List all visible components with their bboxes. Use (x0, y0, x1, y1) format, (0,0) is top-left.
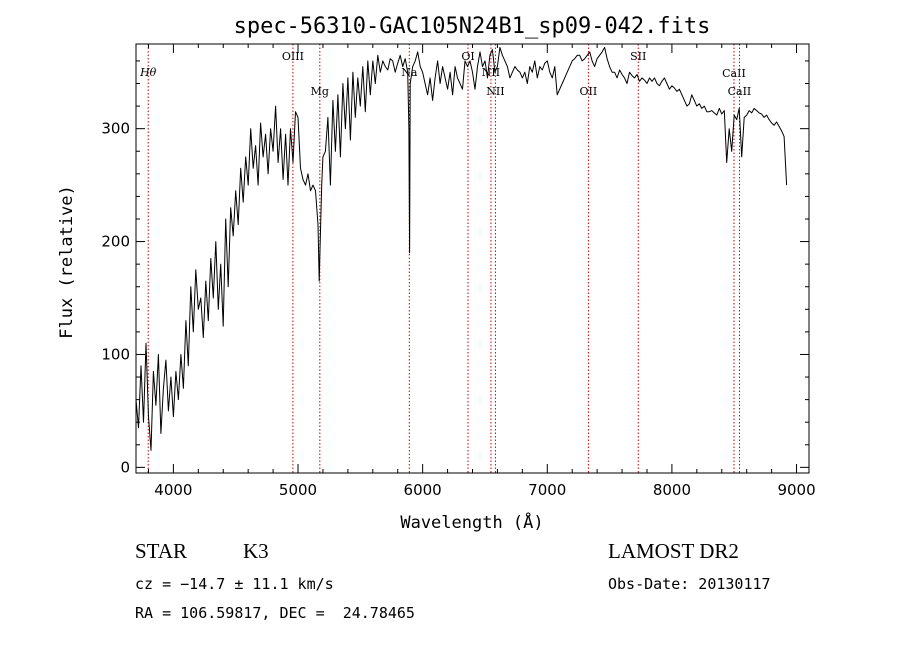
spectral-line-label: NII (486, 85, 504, 98)
y-tick-label: 200 (101, 233, 130, 251)
spectral-line-label: Mg (311, 85, 329, 98)
x-tick-label: 4000 (154, 481, 192, 499)
x-tick-label: 7000 (528, 481, 566, 499)
spectral-line-label: OIII (282, 50, 304, 63)
spectrum-series (135, 46, 788, 451)
object-class: STAR (135, 539, 187, 563)
x-tick-label: 9000 (777, 481, 815, 499)
observation-date: Obs-Date: 20130117 (608, 575, 771, 593)
x-tick-label: 8000 (653, 481, 691, 499)
spectrum-line (135, 46, 788, 451)
spectral-line-label: CaII (722, 67, 746, 80)
y-axis-label: Flux (relative) (57, 185, 77, 339)
spectral-line-label: SII (630, 50, 646, 63)
y-tick-label: 300 (101, 120, 130, 138)
chart-title: spec-56310-GAC105N24B1_sp09-042.fits (234, 14, 711, 39)
x-axis-label: Wavelength (Å) (400, 511, 543, 533)
survey-name: LAMOST DR2 (608, 539, 739, 563)
redshift-velocity: cz = −14.7 ± 11.1 km/s (135, 575, 334, 593)
object-subclass: K3 (243, 539, 269, 563)
spectral-line-label: Na (401, 66, 418, 79)
spectral-line-label: OI (461, 50, 474, 63)
spectral-line-label: CaII (728, 85, 752, 98)
spectral-line-markers: Hθ OIII Mg Na OI NII NII OII SII CaII CaII (139, 44, 751, 473)
x-tick-label: 5000 (279, 481, 317, 499)
y-tick-label: 0 (120, 458, 130, 476)
y-tick-label: 100 (101, 345, 130, 363)
axis-ticks: 4000 5000 6000 7000 8000 9000 0 100 200 300 (101, 44, 816, 499)
sky-coordinates: RA = 106.59817, DEC = 24.78465 (135, 604, 415, 622)
plot-frame (135, 43, 810, 474)
spectral-line-label: Hθ (139, 66, 157, 79)
spectral-line-label: OII (580, 85, 598, 98)
spectral-line-label: NII (482, 66, 500, 79)
x-tick-label: 6000 (404, 481, 442, 499)
